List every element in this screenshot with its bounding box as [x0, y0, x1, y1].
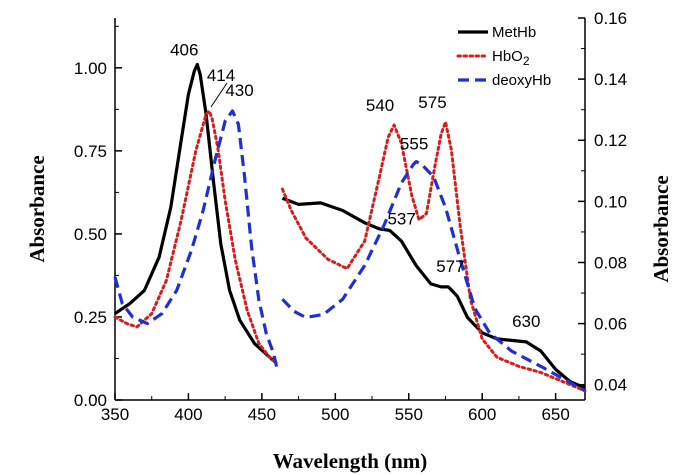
legend-label-methb: MetHb	[492, 24, 536, 41]
peak-label-577: 577	[436, 257, 464, 276]
x-tick-label: 550	[395, 405, 423, 424]
legend-label-hbo2: HbO2	[492, 48, 530, 68]
legend-label-hbo2-subscript: 2	[523, 54, 530, 68]
series-line-hbo2-right	[280, 120, 587, 393]
x-tick-labels: 350 400 450 500 550 600 650	[101, 405, 570, 424]
y-right-tick-label: 0.08	[594, 253, 627, 272]
y-left-tick-label: 1.00	[74, 59, 107, 78]
y-left-tick-label: 0.25	[74, 308, 107, 327]
y-right-tick-label: 0.10	[594, 192, 627, 211]
peak-label-414: 414	[207, 66, 235, 85]
peak-label-430: 430	[225, 81, 253, 100]
x-tick-label: 600	[468, 405, 496, 424]
y-left-axis-title: Absorbance	[25, 155, 49, 262]
tick-marks	[114, 17, 585, 401]
y-right-tick-label: 0.04	[594, 376, 627, 395]
x-axis-title: Wavelength (nm)	[273, 449, 428, 473]
y-right-tick-label: 0.16	[594, 9, 627, 28]
y-right-tick-label: 0.06	[594, 315, 627, 334]
series-line-methb-left	[114, 62, 278, 365]
series-line-methb-right	[281, 196, 586, 390]
y-left-tick-labels: 0.00 0.25 0.50 0.75 1.00	[74, 59, 107, 410]
x-tick-label: 650	[541, 405, 569, 424]
x-tick-label: 350	[101, 405, 129, 424]
peak-label-555: 555	[400, 135, 428, 154]
peak-label-406: 406	[170, 41, 198, 60]
peak-label-540: 540	[366, 96, 394, 115]
chart-axes	[114, 18, 586, 401]
peak-label-537: 537	[387, 209, 415, 228]
y-left-tick-label: 0.50	[74, 225, 107, 244]
series-line-deoxyhb-right	[281, 160, 586, 393]
series-line-hbo2-left	[113, 109, 279, 365]
series-layer	[113, 62, 587, 393]
y-right-tick-label: 0.14	[594, 70, 627, 89]
y-right-tick-labels: 0.04 0.06 0.08 0.10 0.12 0.14 0.16	[594, 9, 627, 395]
x-tick-label: 400	[174, 405, 202, 424]
legend: MetHb HbO2 deoxyHb	[456, 24, 551, 89]
series-line-deoxyhb-left	[113, 109, 279, 368]
y-right-tick-label: 0.12	[594, 131, 627, 150]
legend-label-deoxyhb: deoxyHb	[492, 72, 551, 89]
peak-label-575: 575	[418, 93, 446, 112]
y-left-tick-label: 0.00	[74, 391, 107, 410]
peak-414-arrow-line	[210, 82, 228, 108]
x-tick-label: 500	[321, 405, 349, 424]
y-right-axis-title: Absorbance	[649, 175, 673, 282]
x-tick-label: 450	[248, 405, 276, 424]
legend-label-hbo2-main: HbO	[492, 48, 523, 65]
peak-label-630: 630	[512, 312, 540, 331]
y-left-tick-label: 0.75	[74, 142, 107, 161]
